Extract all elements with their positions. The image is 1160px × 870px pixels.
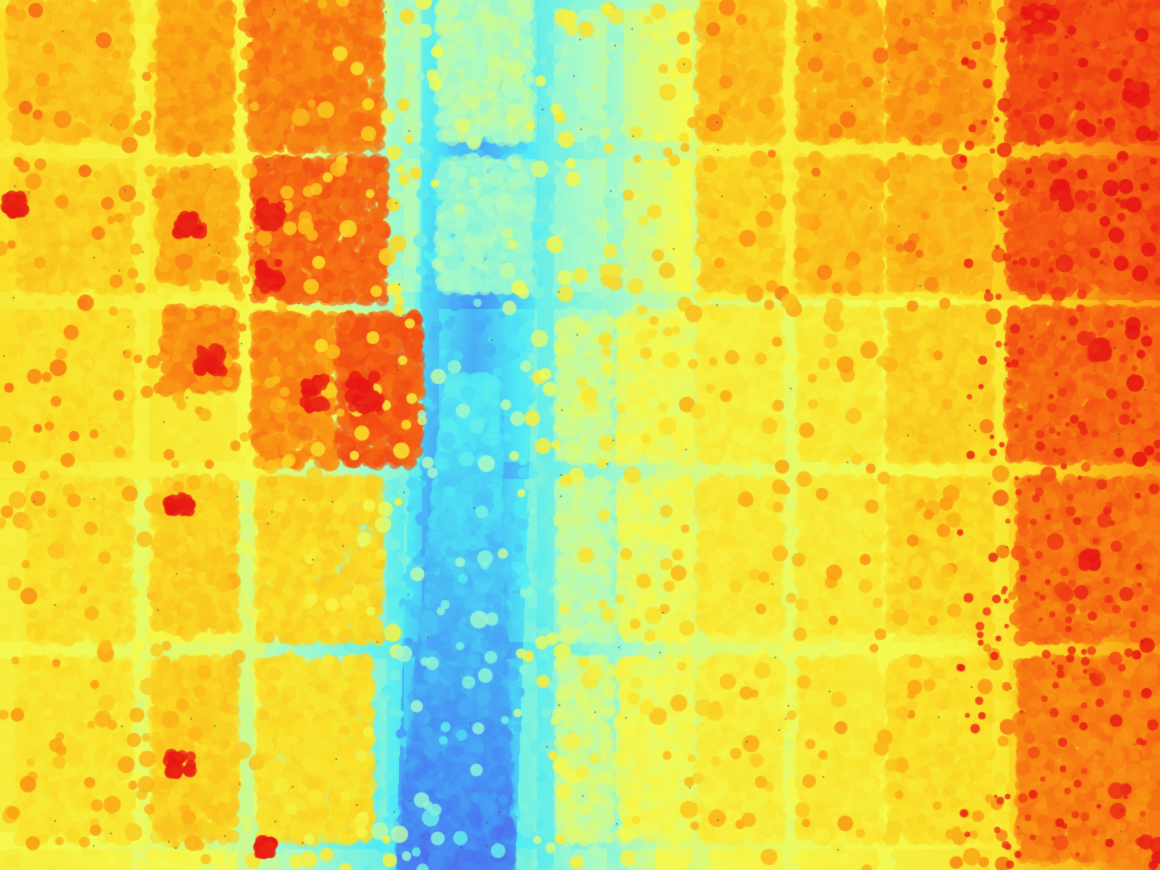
elevation-point-cloud-map: [0, 0, 1160, 870]
